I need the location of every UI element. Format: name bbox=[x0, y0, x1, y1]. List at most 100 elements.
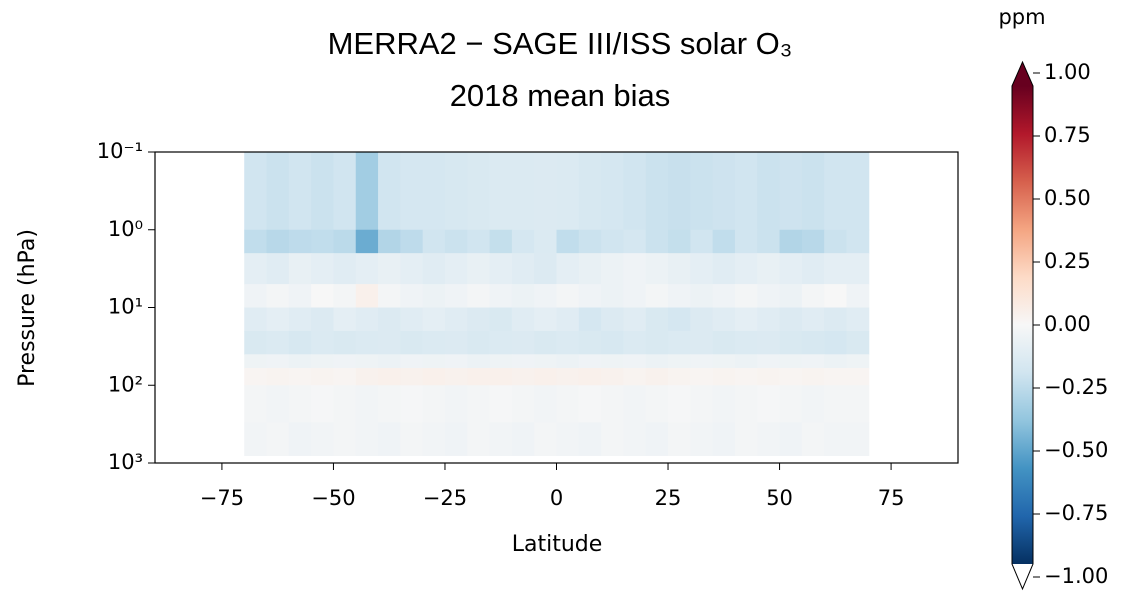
heatmap-cell bbox=[556, 354, 580, 369]
heatmap-cell bbox=[578, 422, 602, 456]
heatmap-cell bbox=[578, 229, 602, 254]
heatmap-cell bbox=[556, 284, 580, 308]
heatmap-cell bbox=[824, 284, 847, 308]
heatmap-cell bbox=[824, 385, 847, 423]
colorbar-label: ppm bbox=[998, 5, 1045, 29]
heatmap-cell bbox=[734, 330, 758, 355]
heatmap-cell bbox=[601, 307, 624, 332]
heatmap-cell bbox=[288, 422, 312, 456]
colorbar-tick-label: 0.00 bbox=[1044, 312, 1091, 336]
heatmap-cell bbox=[757, 385, 781, 423]
heatmap-cell bbox=[534, 354, 557, 369]
heatmap-cell bbox=[623, 253, 647, 285]
heatmap-cell bbox=[311, 307, 334, 332]
heatmap-cell bbox=[601, 368, 624, 386]
heatmap-cell bbox=[311, 385, 334, 423]
colorbar-tick-label: −0.25 bbox=[1044, 375, 1108, 399]
heatmap-cell bbox=[556, 385, 580, 423]
colorbar bbox=[1012, 86, 1033, 564]
heatmap-cell bbox=[467, 330, 491, 355]
heatmap-cell bbox=[824, 354, 847, 369]
heatmap-cell bbox=[467, 152, 491, 231]
heatmap-cell bbox=[244, 354, 268, 369]
colorbar-tick-label: 0.75 bbox=[1044, 123, 1091, 147]
heatmap-cell bbox=[444, 284, 468, 308]
heatmap-cell bbox=[266, 307, 290, 332]
heatmap-cell bbox=[489, 307, 513, 332]
heatmap-cell bbox=[824, 253, 847, 285]
heatmap-cell bbox=[824, 330, 847, 355]
heatmap-cell bbox=[266, 284, 290, 308]
heatmap-cell bbox=[244, 253, 268, 285]
heatmap-cell bbox=[623, 284, 647, 308]
heatmap-cell bbox=[378, 229, 401, 254]
heatmap-cell bbox=[333, 368, 357, 386]
heatmap-cell bbox=[489, 368, 513, 386]
heatmap-cell bbox=[712, 284, 736, 308]
x-tick-label: −50 bbox=[311, 486, 355, 510]
heatmap-cell bbox=[266, 368, 290, 386]
heatmap-cell bbox=[846, 385, 870, 423]
heatmap-cell bbox=[422, 422, 446, 456]
heatmap-cell bbox=[779, 152, 803, 231]
heatmap-cell bbox=[779, 354, 803, 369]
heatmap-cell bbox=[444, 330, 468, 355]
heatmap-cell bbox=[556, 152, 580, 231]
heatmap-cell bbox=[244, 385, 268, 423]
heatmap-cell bbox=[668, 253, 691, 285]
heatmap-cell bbox=[668, 385, 691, 423]
heatmap-cell bbox=[779, 385, 803, 423]
heatmap-cell bbox=[378, 152, 401, 231]
heatmap-cell bbox=[846, 307, 870, 332]
heatmap-cell bbox=[601, 422, 624, 456]
heatmap-cell bbox=[333, 284, 357, 308]
heatmap-cell bbox=[288, 368, 312, 386]
heatmap-cell bbox=[645, 253, 669, 285]
heatmap-cell bbox=[690, 368, 714, 386]
heatmap-cell bbox=[690, 422, 714, 456]
heatmap-cell bbox=[601, 354, 624, 369]
heatmap-cell bbox=[244, 152, 268, 231]
heatmap-cell bbox=[712, 229, 736, 254]
heatmap-cell bbox=[422, 229, 446, 254]
heatmap-cell bbox=[645, 307, 669, 332]
heatmap-cell bbox=[846, 229, 870, 254]
heatmap-cell bbox=[422, 385, 446, 423]
heatmap-cell bbox=[422, 368, 446, 386]
heatmap-cell bbox=[824, 368, 847, 386]
heatmap-cell bbox=[846, 284, 870, 308]
heatmap-cell bbox=[244, 307, 268, 332]
heatmap-cell bbox=[601, 284, 624, 308]
heatmap-cell bbox=[467, 422, 491, 456]
heatmap-cell bbox=[511, 253, 535, 285]
heatmap-cell bbox=[467, 284, 491, 308]
heatmap-cell bbox=[712, 422, 736, 456]
heatmap-cell bbox=[333, 385, 357, 423]
heatmap-cell bbox=[712, 385, 736, 423]
heatmap-cell bbox=[511, 368, 535, 386]
heatmap-cell bbox=[734, 152, 758, 231]
heatmap-cell bbox=[511, 354, 535, 369]
heatmap-cell bbox=[534, 385, 557, 423]
heatmap-cell bbox=[534, 422, 557, 456]
heatmap-cell bbox=[400, 354, 424, 369]
heatmap-cell bbox=[578, 307, 602, 332]
heatmap-cell bbox=[288, 330, 312, 355]
heatmap-cell bbox=[378, 284, 401, 308]
heatmap-cell bbox=[355, 253, 379, 285]
heatmap-cell bbox=[244, 330, 268, 355]
heatmap-cell bbox=[578, 330, 602, 355]
heatmap-cell bbox=[422, 253, 446, 285]
chart-subtitle: 2018 mean bias bbox=[450, 78, 671, 113]
heatmap-cell bbox=[757, 368, 781, 386]
heatmap-cell bbox=[846, 422, 870, 456]
heatmap-cell bbox=[801, 229, 825, 254]
heatmap-cell bbox=[444, 354, 468, 369]
heatmap-cell bbox=[378, 253, 401, 285]
heatmap-cell bbox=[556, 330, 580, 355]
heatmap-cell bbox=[757, 229, 781, 254]
heatmap-cell bbox=[623, 385, 647, 423]
heatmap-cell bbox=[534, 330, 557, 355]
heatmap-cell bbox=[467, 229, 491, 254]
